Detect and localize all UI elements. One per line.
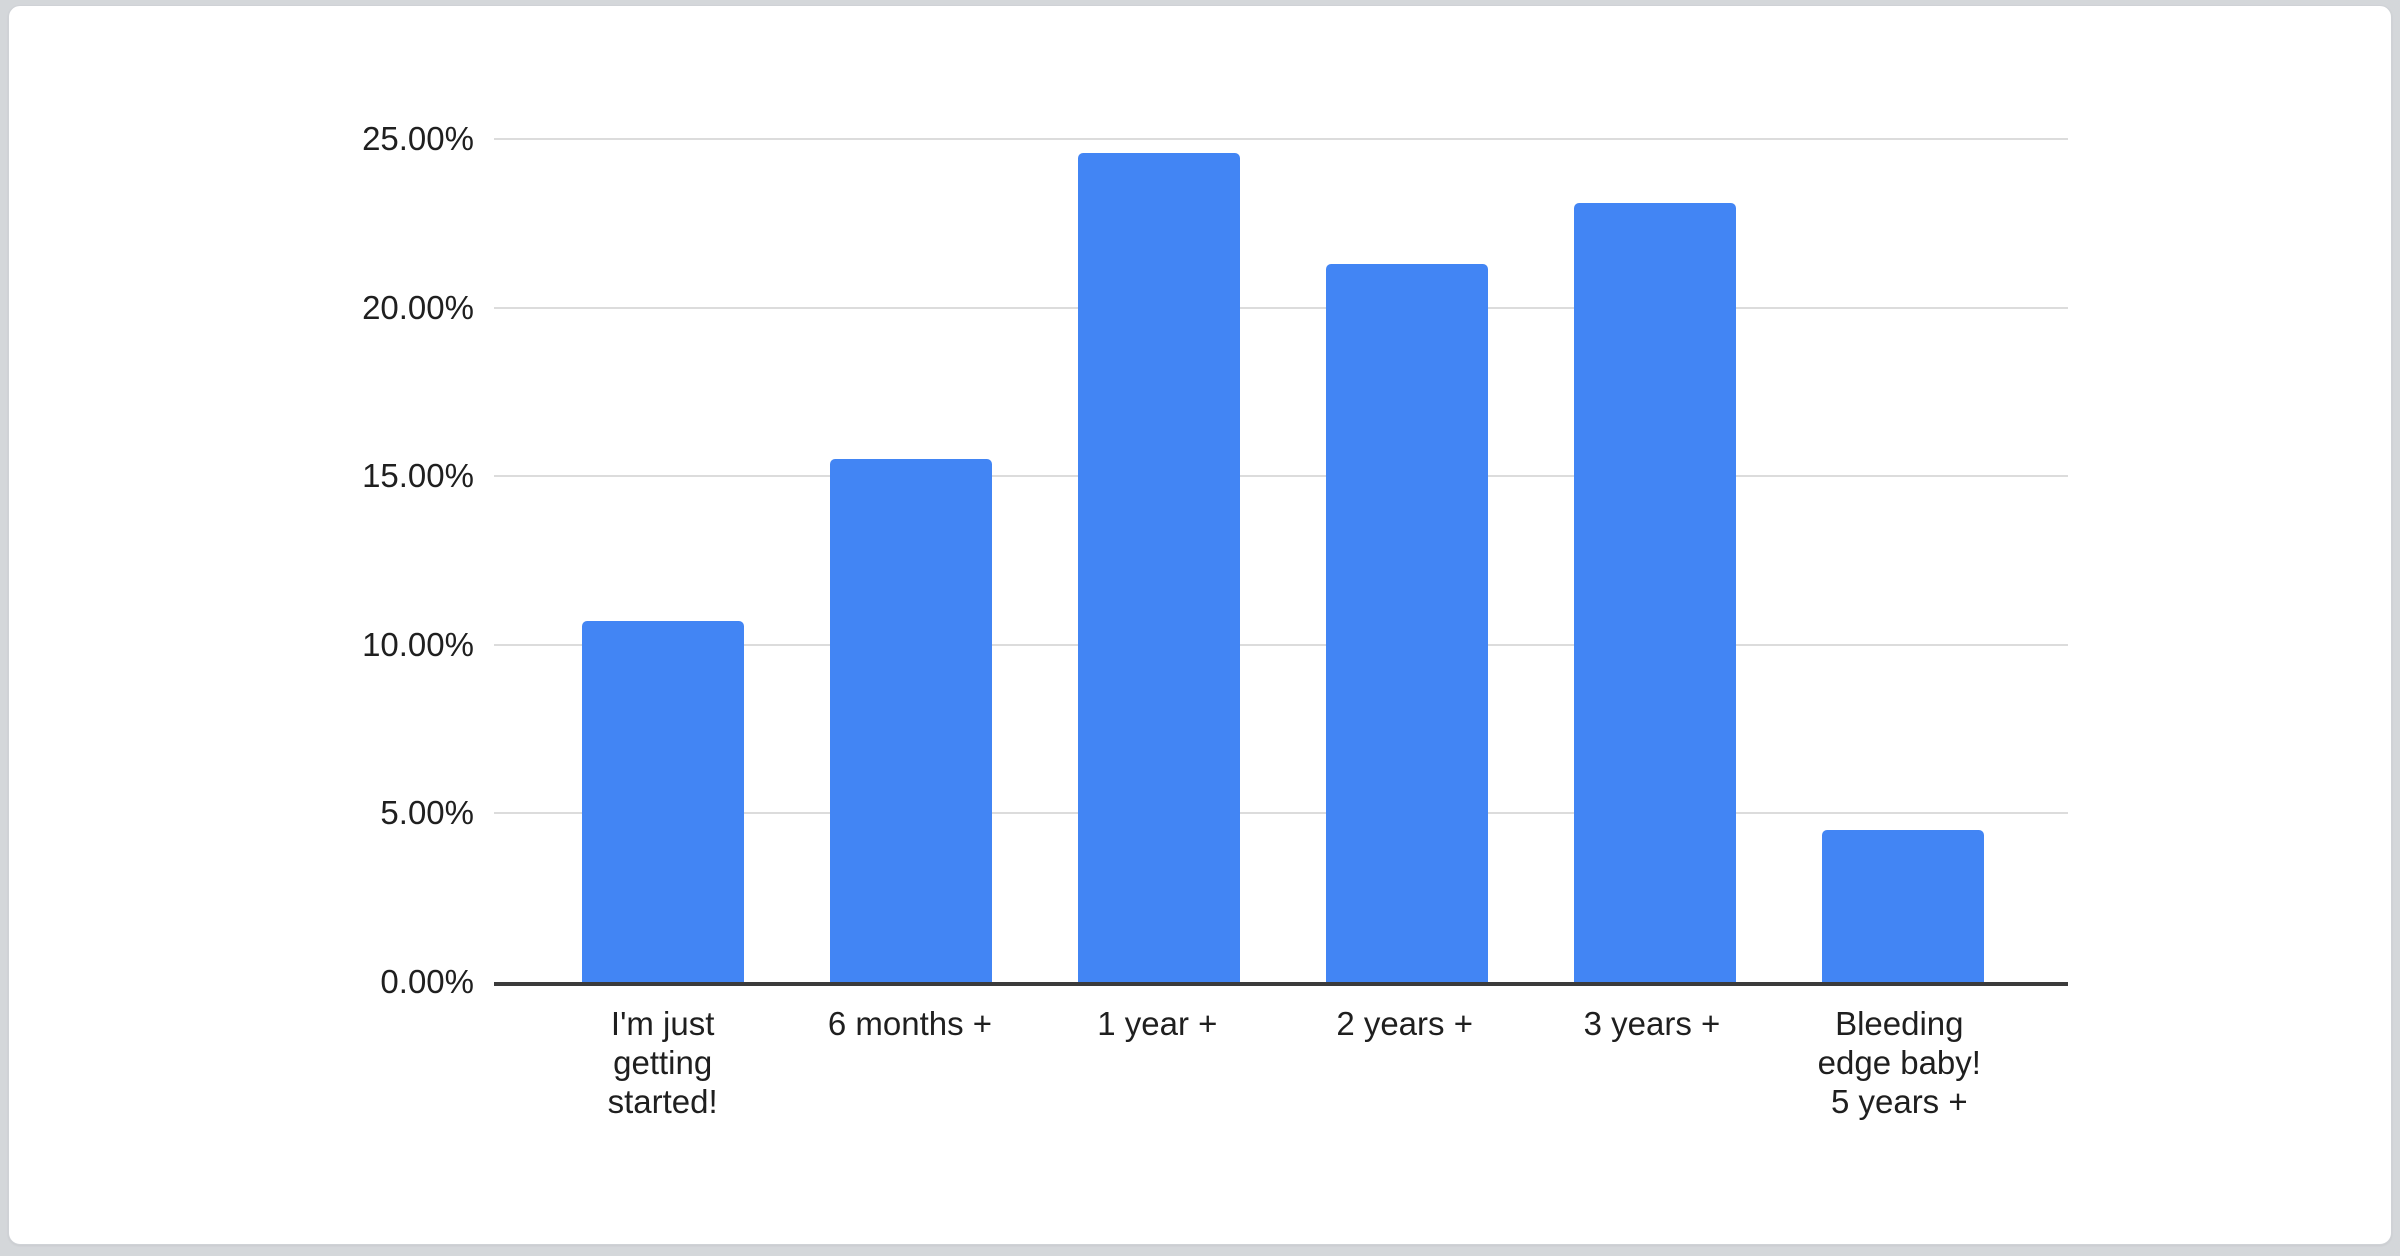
y-axis-tick-label: 20.00% [362, 288, 474, 326]
y-axis-tick-label: 0.00% [380, 963, 474, 1000]
x-axis-category-label: Bleeding edge baby! 5 years + [1817, 1005, 1981, 1120]
bar-3[interactable] [1077, 152, 1241, 982]
bar-slot [1035, 139, 1283, 982]
bars-container [494, 139, 2068, 982]
chart-card: 0.00% 5.00% 10.00% 15.00% 20.00% 25.00% I'm j… [8, 5, 2392, 1245]
bar-2[interactable] [829, 459, 993, 982]
bar-1[interactable] [581, 621, 745, 982]
y-axis-tick-label: 15.00% [362, 457, 474, 495]
y-axis-tick-label: 5.00% [380, 794, 474, 832]
x-axis-category-label: I'm just getting started! [607, 1005, 718, 1120]
plot-area [494, 138, 2068, 986]
y-axis-tick-labels: 0.00% 5.00% 10.00% 15.00% 20.00% 25.00% [9, 6, 474, 1244]
x-axis-category-label: 1 year + [1097, 1005, 1218, 1042]
x-axis-category-label: 2 years + [1336, 1005, 1473, 1042]
y-axis-tick-label: 25.00% [362, 120, 474, 157]
x-axis-line [494, 982, 2068, 986]
bar-6[interactable] [1821, 830, 1985, 982]
x-axis-category-label: 6 months + [827, 1005, 993, 1042]
bar-slot [787, 139, 1035, 982]
y-axis-tick-label: 10.00% [362, 625, 474, 663]
bar-slot [539, 139, 787, 982]
x-axis-category-labels: I'm just getting started! 6 months + 1 yea… [539, 1004, 2023, 1121]
bar-slot [1531, 139, 1779, 982]
x-axis-category-label: 3 years + [1583, 1005, 1721, 1042]
bar-5[interactable] [1573, 203, 1737, 982]
bar-4[interactable] [1325, 263, 1489, 982]
gridline [494, 306, 2068, 309]
gridline [494, 138, 2068, 140]
gridline [494, 812, 2068, 815]
bar-slot [1283, 139, 1531, 982]
bar-slot [1779, 139, 2027, 982]
gridline [494, 475, 2068, 478]
gridline [494, 643, 2068, 646]
bar-chart: 0.00% 5.00% 10.00% 15.00% 20.00% 25.00% I'm j… [9, 6, 2391, 1244]
